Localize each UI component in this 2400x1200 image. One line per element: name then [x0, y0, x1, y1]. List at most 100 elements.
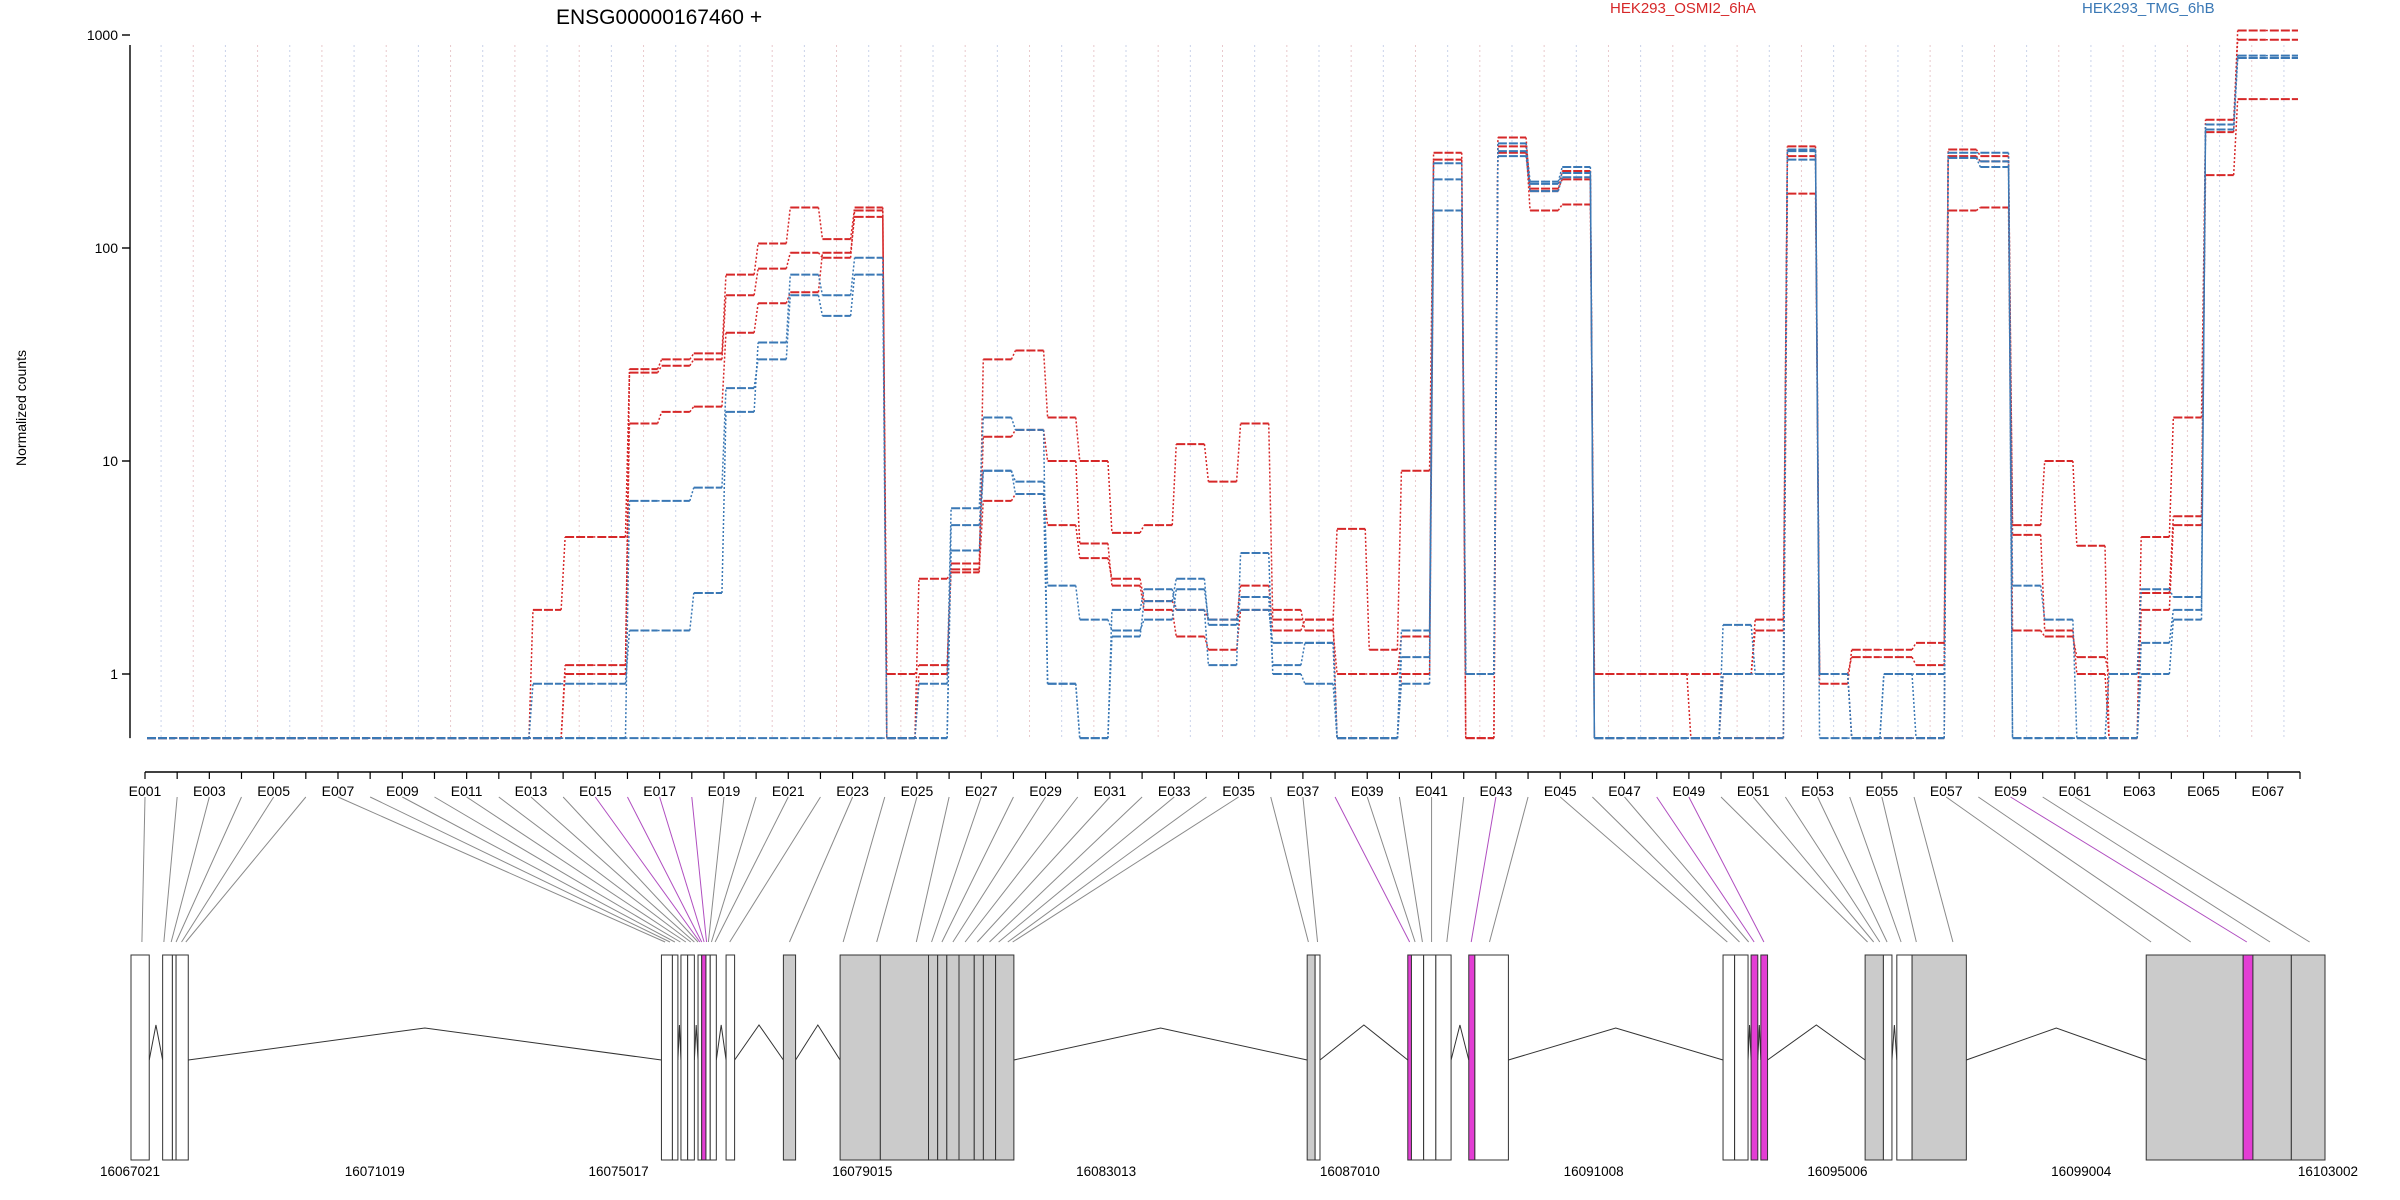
link-E007 [337, 796, 666, 943]
link-E043 [1470, 796, 1497, 943]
link-E036 [1270, 796, 1309, 943]
series-1-step-E018 [721, 295, 727, 360]
link-E021 [714, 796, 789, 943]
series-3-step-E031 [1139, 619, 1145, 631]
series-2-step-E013 [560, 673, 566, 739]
exon-block-12 [725, 954, 736, 1161]
series-2-step-E020 [785, 207, 792, 244]
y-tick-label-1: 1 [110, 666, 118, 682]
series-5-step-E039 [1396, 683, 1403, 739]
x-tick-label-E021: E021 [772, 783, 805, 799]
intron-12 [734, 1024, 784, 1061]
exon-block-33 [1750, 954, 1759, 1161]
series-1-step-E020 [785, 252, 792, 269]
series-1-step-E013 [560, 536, 566, 610]
coord-label-5: 16087010 [1320, 1164, 1380, 1179]
link-E011 [466, 796, 687, 943]
link-E033 [998, 796, 1175, 943]
series-2-step-E029 [1075, 417, 1081, 462]
gene-model [130, 954, 2326, 1161]
series-1-step-E055 [1911, 656, 1917, 666]
series-1-step-E030 [1107, 543, 1113, 586]
series-2-step-E055 [1911, 642, 1917, 651]
intron-7 [693, 1024, 699, 1061]
x-tick-label-E039: E039 [1351, 783, 1384, 799]
series-4-step-E031 [1139, 589, 1145, 611]
x-tick-label-E057: E057 [1930, 783, 1963, 799]
link-E024 [842, 796, 886, 943]
link-E016 [627, 796, 703, 943]
x-tick-label-E043: E043 [1480, 783, 1513, 799]
exon-block-5 [671, 954, 679, 1161]
exon-block-24 [1314, 954, 1321, 1161]
link-E008 [369, 796, 671, 943]
series-0-step-E048 [1686, 673, 1692, 739]
series-2-step-E031 [1139, 524, 1145, 534]
series-4-step-E045 [1589, 167, 1596, 739]
series-2-step-E018 [721, 274, 727, 354]
link-E056 [1913, 796, 1954, 943]
link-E017 [659, 796, 705, 943]
x-tick-label-E055: E055 [1866, 783, 1899, 799]
x-tick-label-E033: E033 [1158, 783, 1191, 799]
series-5-step-E045 [1589, 177, 1596, 739]
link-E018 [691, 796, 708, 943]
series-3-step-E034 [1235, 609, 1242, 620]
x-tick-label-E041: E041 [1415, 783, 1448, 799]
series-5-step-E035 [1267, 596, 1274, 666]
series-1-step-E012 [528, 609, 534, 739]
exon-block-26 [1410, 954, 1425, 1161]
series-2-step-E039 [1396, 470, 1403, 650]
x-tick-label-E067: E067 [2251, 783, 2284, 799]
exon-block-34 [1760, 954, 1769, 1161]
series-5-step-E064 [2200, 129, 2207, 620]
intron-11 [715, 1024, 727, 1061]
series-3-step-E023 [882, 274, 888, 739]
x-tick-label-E045: E045 [1544, 783, 1577, 799]
series-1-step-E015 [624, 372, 631, 537]
link-E013 [530, 796, 695, 943]
link-E054 [1849, 796, 1902, 943]
link-E025 [876, 796, 918, 943]
link-E023 [789, 796, 854, 943]
series-1-step-E043 [1525, 146, 1531, 211]
series-2-step-E050 [1750, 619, 1756, 675]
series-2-step-E043 [1525, 137, 1531, 192]
link-E061 [2074, 796, 2310, 943]
legend-entry-osmi2: HEK293_OSMI2_6hA [1610, 0, 1756, 17]
series-4-step-E037 [1332, 683, 1338, 739]
y-axis: 1 10 100 1000 [87, 27, 131, 739]
series-5-step-E031 [1139, 600, 1145, 637]
series-4-step-E036 [1300, 673, 1306, 685]
series-5-step-E026 [978, 470, 985, 526]
exon-block-21 [982, 954, 997, 1161]
series-2-step-E037 [1332, 528, 1338, 620]
series-5-step-E034 [1235, 596, 1242, 626]
link-E003 [170, 796, 210, 943]
series-0-step-E032 [1171, 600, 1177, 611]
series-3-step-E017 [689, 487, 695, 502]
link-E060 [2042, 796, 2271, 943]
series-2-step-E061 [2104, 545, 2110, 739]
series-5-step-E044 [1557, 176, 1563, 192]
series-0-step-E035 [1267, 585, 1274, 631]
coord-label-3: 16079015 [832, 1164, 892, 1179]
x-tick-label-E065: E065 [2187, 783, 2220, 799]
coord-label-7: 16095006 [1807, 1164, 1867, 1179]
intron-24 [1319, 1024, 1409, 1061]
series-4-step-E032 [1171, 589, 1177, 611]
series-5-step-E063 [2168, 619, 2175, 675]
link-E058 [1978, 796, 2192, 943]
link-E009 [402, 796, 676, 943]
link-E055 [1881, 796, 1917, 943]
exon-block-8 [697, 954, 703, 1161]
exon-block-30 [1474, 954, 1509, 1161]
link-E029 [952, 796, 1047, 943]
series-0-step-E029 [1075, 525, 1081, 559]
series-1-step-E036 [1300, 609, 1306, 631]
exon-block-10 [705, 954, 711, 1161]
intron-34 [1767, 1024, 1866, 1061]
series-lines [147, 29, 2298, 740]
link-E005 [181, 796, 275, 943]
link-E040 [1398, 796, 1423, 943]
